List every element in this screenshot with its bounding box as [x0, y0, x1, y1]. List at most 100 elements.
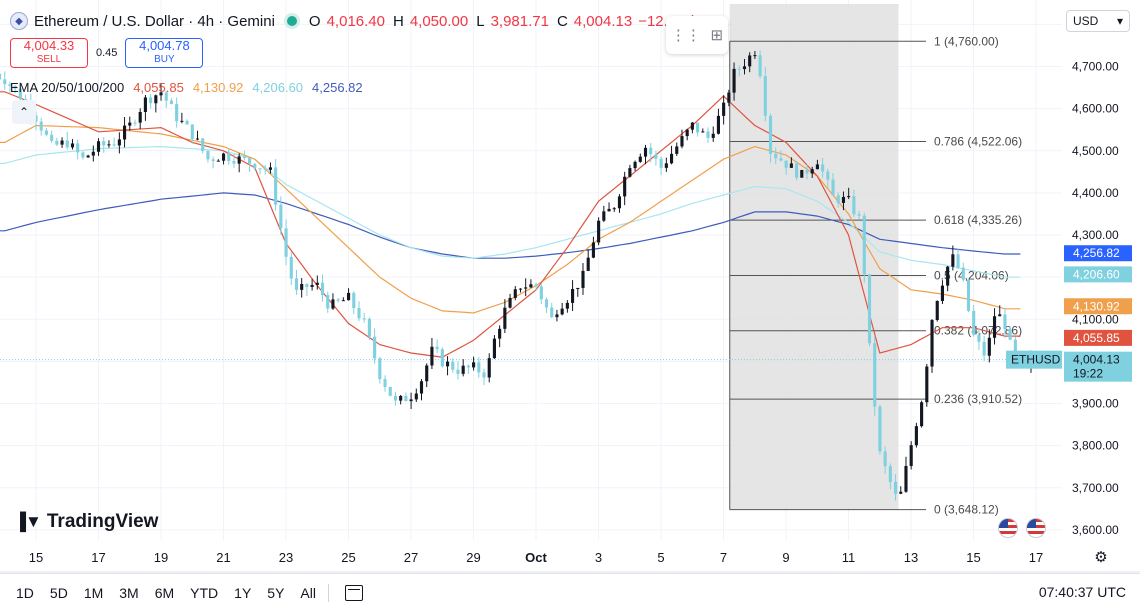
- calendar-icon[interactable]: [344, 584, 363, 601]
- candle-body: [774, 153, 778, 159]
- candle-body: [331, 299, 335, 309]
- candle-body: [248, 158, 252, 164]
- candle-body: [279, 204, 283, 229]
- buy-button[interactable]: 4,004.78 BUY: [125, 38, 204, 68]
- us-flag-icon[interactable]: [998, 518, 1018, 538]
- candle-body: [857, 214, 861, 216]
- ema-label: EMA 20/50/100/200: [10, 80, 125, 95]
- candle-body: [722, 102, 726, 116]
- candle-body: [571, 289, 575, 303]
- tf-1y[interactable]: 1Y: [234, 584, 252, 601]
- candle-body: [425, 365, 429, 382]
- candle-body: [175, 104, 179, 122]
- candle-body: [737, 68, 741, 70]
- ema200-line: [0, 192, 1021, 259]
- currency-select[interactable]: USD ▾: [1066, 10, 1130, 32]
- candle-body: [763, 76, 767, 116]
- ema-legend[interactable]: EMA 20/50/100/200 4,055.85 4,130.92 4,20…: [10, 80, 363, 95]
- candle-body: [383, 379, 387, 387]
- x-tick-label: 15: [29, 550, 43, 565]
- candle-body: [451, 361, 455, 370]
- fib-level-label: 0 (3,648.12): [934, 503, 999, 517]
- x-tick-label: 9: [782, 550, 789, 565]
- candle-body: [904, 465, 908, 492]
- object-tree-icon[interactable]: ⊞: [710, 27, 724, 44]
- candle-body: [461, 365, 465, 374]
- y-tick-label: 3,700.00: [1072, 481, 1119, 495]
- tradingview-logo[interactable]: ▐▼ TradingView: [14, 511, 158, 533]
- ema100-line: [0, 145, 1021, 278]
- chevron-up-icon: ⌃: [18, 105, 30, 119]
- sell-button[interactable]: 4,004.33 SELL: [10, 38, 88, 68]
- x-tick-label: 11: [842, 550, 856, 565]
- tf-5d[interactable]: 5D: [49, 584, 68, 601]
- candle-body: [899, 491, 903, 494]
- symbol-price-label: ETHUSD: [1011, 353, 1061, 367]
- collapse-legend-button[interactable]: ⌃: [12, 100, 36, 124]
- candle-body: [716, 115, 721, 134]
- candle-body: [925, 366, 929, 403]
- candle-body: [268, 167, 272, 170]
- symbol-title[interactable]: Ethereum / U.S. Dollar · 4h · Gemini: [34, 12, 275, 30]
- candle-body: [914, 426, 918, 446]
- x-tick-label: 17: [91, 550, 105, 565]
- candle-body: [966, 279, 971, 311]
- candle-body: [524, 287, 528, 289]
- candle-body: [81, 152, 85, 158]
- candle-body: [664, 163, 668, 168]
- tf-all[interactable]: All: [300, 584, 316, 601]
- candle-body: [602, 211, 606, 221]
- fib-level-label: 0.786 (4,522.06): [934, 135, 1022, 149]
- price-tag-text-ema200: 4,256.82: [1073, 246, 1120, 260]
- open-value: 4,016.40: [326, 12, 385, 30]
- settings-gear-icon[interactable]: ⚙: [1094, 549, 1108, 566]
- candle-body: [748, 55, 752, 67]
- drag-handle-icon[interactable]: ⋮⋮: [670, 27, 701, 44]
- candle-body: [638, 156, 642, 162]
- sell-price: 4,004.33: [23, 38, 75, 53]
- price-tag-countdown: 19:22: [1073, 367, 1103, 381]
- utc-clock[interactable]: 07:40:37 UTC: [1038, 584, 1126, 600]
- candle-body: [862, 215, 866, 275]
- candle-body: [940, 285, 945, 301]
- us-flag-icon[interactable]: [1026, 518, 1046, 538]
- candle-body: [456, 369, 460, 374]
- candle-body: [597, 220, 601, 243]
- candle-body: [336, 299, 340, 301]
- candle-body: [435, 346, 439, 350]
- y-tick-label: 3,800.00: [1072, 439, 1119, 453]
- candle-body: [930, 320, 934, 367]
- price-tag-ema20: [1064, 329, 1132, 346]
- candle-body: [258, 168, 262, 170]
- candle-body: [669, 153, 674, 164]
- tf-3m[interactable]: 3M: [119, 584, 139, 601]
- candle-body: [503, 307, 507, 329]
- candle-body: [753, 55, 757, 57]
- tf-5y[interactable]: 5Y: [267, 584, 285, 601]
- candle-body: [518, 288, 523, 290]
- tf-ytd[interactable]: YTD: [190, 584, 219, 601]
- candle-body: [102, 141, 106, 146]
- candle-body: [909, 445, 913, 466]
- candle-body: [211, 159, 215, 161]
- candle-body: [232, 161, 236, 164]
- candle-body: [935, 300, 939, 321]
- x-tick-label: 17: [1029, 550, 1043, 565]
- tf-1d[interactable]: 1D: [16, 584, 34, 601]
- candle-body: [492, 338, 496, 359]
- candle-body: [805, 170, 809, 174]
- y-tick-label: 4,600.00: [1072, 102, 1119, 116]
- candle-body: [987, 337, 991, 356]
- candle-body: [315, 282, 319, 285]
- tf-1m[interactable]: 1M: [83, 584, 104, 601]
- candle-body: [18, 88, 22, 100]
- candle-body: [373, 336, 377, 359]
- x-tick-label: 21: [216, 550, 230, 565]
- candle-body: [852, 196, 856, 215]
- tf-6m[interactable]: 6M: [154, 584, 175, 601]
- ema200-value: 4,256.82: [312, 80, 363, 95]
- x-tick-label: Oct: [525, 550, 547, 565]
- candle-body: [742, 66, 747, 70]
- spread-value: 0.45: [96, 47, 118, 59]
